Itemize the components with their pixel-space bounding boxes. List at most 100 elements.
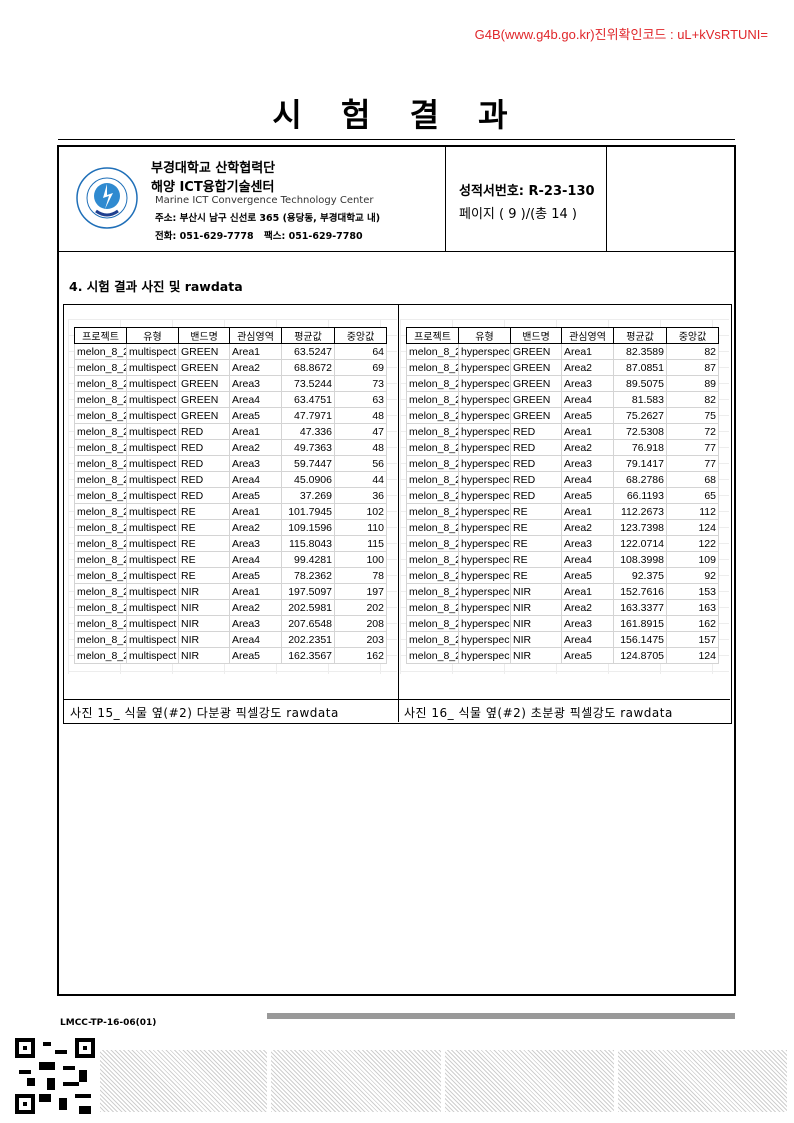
table-cell: Area5 bbox=[561, 487, 614, 504]
table-cell: 152.7616 bbox=[613, 583, 667, 600]
table-row: melon_8_2 hyperspec NIR Area3 161.8915 162 bbox=[406, 615, 719, 632]
table-cell: RE bbox=[510, 519, 562, 536]
table-cell: melon_8_2 bbox=[74, 535, 127, 552]
table-row: melon_8_2 multispect NIR Area4 202.2351 203 bbox=[74, 631, 387, 648]
column-header: 유형 bbox=[126, 327, 179, 344]
page-title: 시 험 결 과 bbox=[272, 96, 522, 134]
table-row: melon_8_2 multispect RE Area5 78.2362 78 bbox=[74, 567, 387, 584]
table-cell: hyperspec bbox=[458, 631, 511, 648]
table-cell: multispect bbox=[126, 615, 179, 632]
table-row: melon_8_2 multispect NIR Area1 197.5097 197 bbox=[74, 583, 387, 600]
table-cell: RE bbox=[510, 567, 562, 584]
table-cell: melon_8_2 bbox=[406, 551, 459, 568]
table-row: melon_8_2 multispect GREEN Area3 73.5244 73 bbox=[74, 375, 387, 392]
table-cell: Area4 bbox=[561, 471, 614, 488]
table-cell: RE bbox=[178, 567, 230, 584]
table-cell: 63 bbox=[334, 391, 387, 408]
table-cell: RED bbox=[178, 487, 230, 504]
table-cell: melon_8_2 bbox=[406, 535, 459, 552]
fax: 팩스: 051-629-7780 bbox=[264, 231, 363, 242]
table-cell: melon_8_2 bbox=[74, 343, 127, 360]
header-row: 프로젝트 유형 밴드명 관심영역 평균값 중앙값 bbox=[74, 327, 387, 344]
table-cell: 78 bbox=[334, 567, 387, 584]
table-cell: 115.8043 bbox=[281, 535, 335, 552]
column-header: 프로젝트 bbox=[406, 327, 459, 344]
results-table-frame: 프로젝트 유형 밴드명 관심영역 평균값 중앙값 melon_8_2 multispect GR… bbox=[63, 304, 732, 724]
table-cell: 202 bbox=[334, 599, 387, 616]
table-cell: 68.2786 bbox=[613, 471, 667, 488]
table-cell: 101.7945 bbox=[281, 503, 335, 520]
column-header: 관심영역 bbox=[229, 327, 282, 344]
page-number: 페이지 ( 9 )/(총 14 ) bbox=[459, 207, 577, 222]
table-cell: 81.583 bbox=[613, 391, 667, 408]
table-cell: 69 bbox=[334, 359, 387, 376]
table-cell: RE bbox=[510, 535, 562, 552]
table-cell: Area5 bbox=[229, 407, 282, 424]
table-cell: 153 bbox=[666, 583, 719, 600]
column-header: 밴드명 bbox=[178, 327, 230, 344]
table-cell: Area4 bbox=[561, 631, 614, 648]
table-cell: hyperspec bbox=[458, 487, 511, 504]
table-cell: NIR bbox=[178, 631, 230, 648]
table-row: melon_8_2 hyperspec NIR Area1 152.7616 153 bbox=[406, 583, 719, 600]
table-cell: 82.3589 bbox=[613, 343, 667, 360]
table-cell: NIR bbox=[510, 615, 562, 632]
table-cell: Area1 bbox=[561, 583, 614, 600]
security-pattern bbox=[445, 1050, 614, 1112]
table-cell: melon_8_2 bbox=[406, 503, 459, 520]
table-cell: 102 bbox=[334, 503, 387, 520]
header-divider bbox=[606, 147, 607, 252]
section-title: 4. 시험 결과 사진 및 rawdata bbox=[69, 279, 243, 294]
table-cell: Area1 bbox=[229, 503, 282, 520]
table-row: melon_8_2 hyperspec RED Area3 79.1417 77 bbox=[406, 455, 719, 472]
table-cell: melon_8_2 bbox=[406, 631, 459, 648]
table-cell: RED bbox=[510, 471, 562, 488]
table-row: melon_8_2 multispect NIR Area2 202.5981 202 bbox=[74, 599, 387, 616]
table-cell: 75.2627 bbox=[613, 407, 667, 424]
center-name: 해양 ICT융합기술센터 bbox=[151, 180, 275, 195]
table-cell: hyperspec bbox=[458, 407, 511, 424]
table-cell: hyperspec bbox=[458, 503, 511, 520]
table-cell: melon_8_2 bbox=[74, 503, 127, 520]
table-row: melon_8_2 multispect GREEN Area4 63.4751 63 bbox=[74, 391, 387, 408]
table-cell: 72.5308 bbox=[613, 423, 667, 440]
table-cell: 82 bbox=[666, 391, 719, 408]
table-row: melon_8_2 multispect RED Area4 45.0906 44 bbox=[74, 471, 387, 488]
table-cell: Area3 bbox=[561, 375, 614, 392]
table-cell: RE bbox=[178, 503, 230, 520]
table-cell: Area1 bbox=[561, 343, 614, 360]
table-cell: melon_8_2 bbox=[74, 359, 127, 376]
column-header: 관심영역 bbox=[561, 327, 614, 344]
table-cell: 37.269 bbox=[281, 487, 335, 504]
table-cell: melon_8_2 bbox=[74, 631, 127, 648]
table-cell: GREEN bbox=[510, 375, 562, 392]
table-cell: 76.918 bbox=[613, 439, 667, 456]
table-cell: multispect bbox=[126, 519, 179, 536]
table-cell: Area2 bbox=[229, 599, 282, 616]
table-row: melon_8_2 multispect RED Area1 47.336 47 bbox=[74, 423, 387, 440]
table-cell: NIR bbox=[178, 647, 230, 664]
table-cell: 202.5981 bbox=[281, 599, 335, 616]
table-cell: melon_8_2 bbox=[406, 487, 459, 504]
table-row: melon_8_2 hyperspec RED Area1 72.5308 72 bbox=[406, 423, 719, 440]
table-cell: multispect bbox=[126, 647, 179, 664]
table-cell: NIR bbox=[178, 583, 230, 600]
table-cell: multispect bbox=[126, 535, 179, 552]
table-row: melon_8_2 hyperspec RE Area3 122.0714 122 bbox=[406, 535, 719, 552]
table-cell: Area4 bbox=[561, 391, 614, 408]
title-divider bbox=[58, 139, 735, 140]
table-cell: multispect bbox=[126, 583, 179, 600]
table-cell: 109 bbox=[666, 551, 719, 568]
table-cell: 162 bbox=[666, 615, 719, 632]
phone: 전화: 051-629-7778 bbox=[155, 231, 254, 242]
table-cell: Area2 bbox=[229, 359, 282, 376]
table-cell: multispect bbox=[126, 343, 179, 360]
table-cell: multispect bbox=[126, 599, 179, 616]
table-row: melon_8_2 hyperspec RED Area5 66.1193 65 bbox=[406, 487, 719, 504]
table-row: melon_8_2 hyperspec NIR Area4 156.1475 157 bbox=[406, 631, 719, 648]
column-header: 중앙값 bbox=[334, 327, 387, 344]
table-cell: 77 bbox=[666, 439, 719, 456]
table-cell: 68 bbox=[666, 471, 719, 488]
table-cell: Area4 bbox=[229, 471, 282, 488]
table-cell: Area2 bbox=[561, 359, 614, 376]
